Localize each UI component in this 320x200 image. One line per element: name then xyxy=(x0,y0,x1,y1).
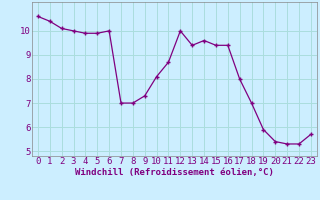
X-axis label: Windchill (Refroidissement éolien,°C): Windchill (Refroidissement éolien,°C) xyxy=(75,168,274,177)
